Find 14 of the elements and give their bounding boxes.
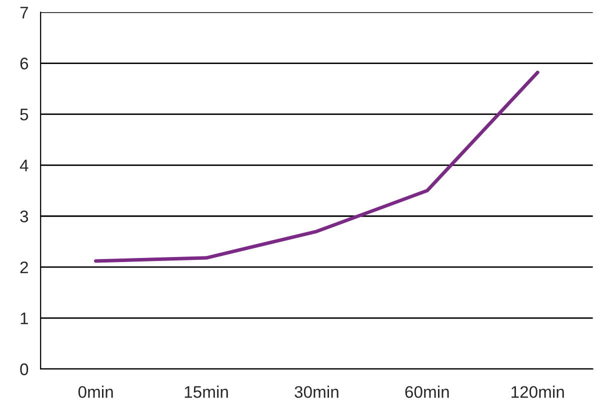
y-tick-label: 7 xyxy=(20,6,28,18)
x-tick-label: 120min xyxy=(512,386,564,398)
y-tick-label: 4 xyxy=(20,160,28,172)
x-tick-label: 30min xyxy=(294,386,338,398)
line-series xyxy=(94,70,540,263)
x-tick-label: 15min xyxy=(184,386,228,398)
y-tick-label: 6 xyxy=(20,58,28,70)
y-tick-label: 5 xyxy=(20,108,28,120)
x-tick-label: 0min xyxy=(78,386,113,398)
x-tick-label: 60min xyxy=(405,386,449,398)
y-tick-label: 2 xyxy=(20,261,28,274)
y-tick-label: 0 xyxy=(20,363,28,376)
y-tick-label: 1 xyxy=(20,312,28,324)
y-tick-label: 3 xyxy=(20,210,28,222)
